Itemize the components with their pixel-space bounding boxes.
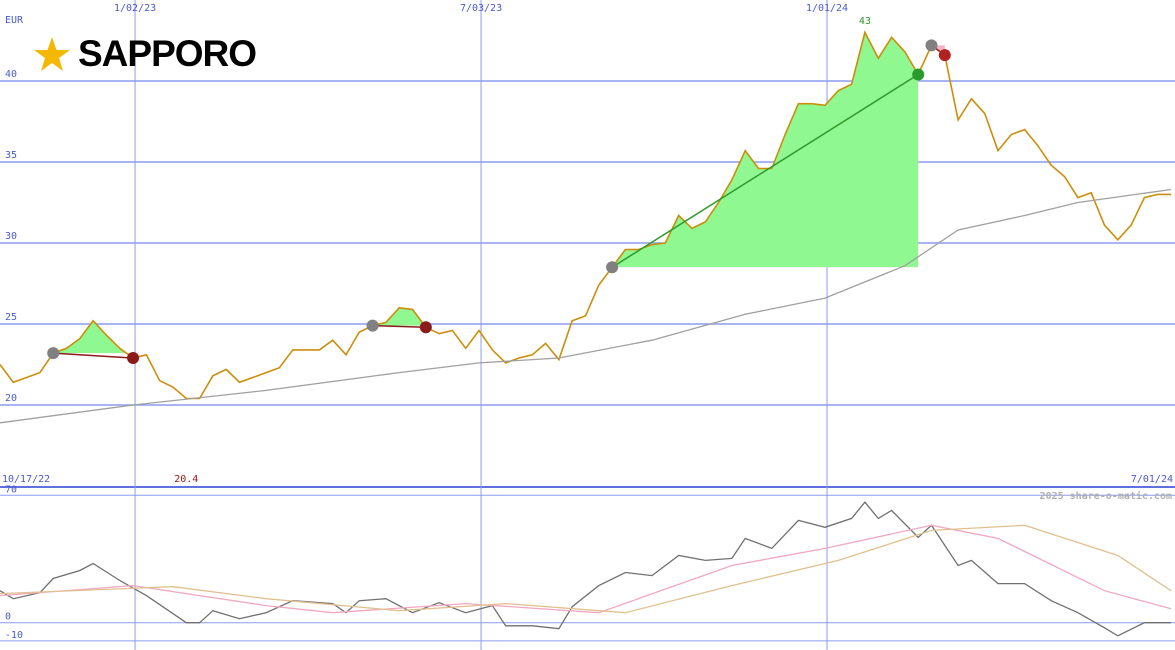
y-tick-label: 35: [5, 150, 17, 161]
trade-exit: [127, 352, 140, 365]
line-series: [0, 501, 1171, 637]
y-tick-label: 20: [5, 393, 17, 404]
trade-entry: [47, 347, 60, 360]
trade-exit: [419, 321, 432, 334]
min-label: 20.4: [174, 474, 198, 485]
watermark: 2025 share-o-matic.com: [1040, 490, 1172, 502]
line-series: [0, 30, 1171, 400]
x-tick-label: 1/01/24: [806, 3, 848, 14]
line-series: [0, 524, 1172, 614]
x-range-label: 10/17/22: [2, 474, 50, 485]
trade-exit: [912, 68, 925, 81]
trade-fill: [53, 320, 134, 354]
trade-line: [53, 352, 134, 359]
trade-entry: [925, 39, 938, 52]
y-tick-label: -10: [5, 630, 23, 641]
line-series: [0, 188, 1172, 424]
y-tick-label: 70: [5, 484, 17, 495]
max-label: 43: [859, 16, 871, 27]
trade-exit: [938, 49, 951, 62]
logo-star: [34, 37, 70, 71]
x-tick-label: 1/02/23: [114, 3, 156, 14]
trade-line: [372, 324, 426, 328]
trade-fill: [372, 307, 426, 326]
y-unit-label: EUR: [5, 15, 24, 26]
x-tick-label: 7/03/23: [460, 3, 502, 14]
trade-entry: [366, 319, 379, 332]
y-tick-label: 40: [5, 69, 17, 80]
y-tick-label: 0: [5, 612, 11, 623]
y-tick-label: 30: [5, 231, 17, 242]
y-tick-label: 25: [5, 312, 17, 323]
trade-fill: [612, 32, 919, 268]
trade-entry: [606, 261, 619, 274]
x-range-label: 7/01/24: [1131, 474, 1173, 485]
chart-title: SAPPORO: [78, 33, 256, 74]
trade-line: [611, 73, 919, 268]
line-series: [0, 524, 1172, 614]
